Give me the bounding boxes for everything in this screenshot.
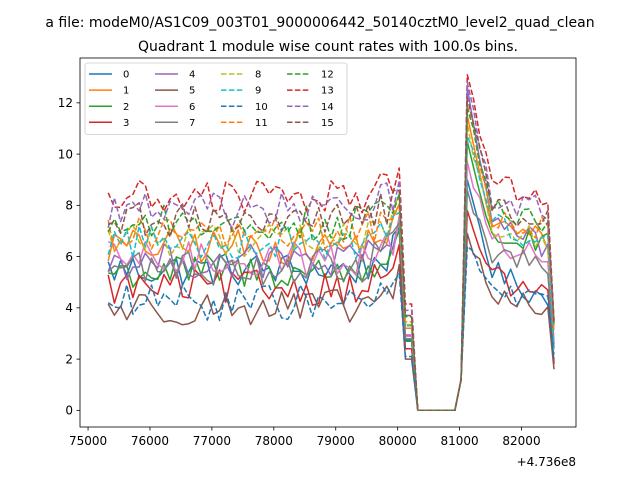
plot-frame	[79, 57, 577, 428]
legend-label-4: 4	[189, 70, 195, 81]
series-line-13	[107, 73, 555, 412]
series-line-11	[107, 104, 555, 412]
legend-label-11: 11	[255, 118, 268, 129]
series-line-12	[107, 107, 555, 412]
legend-label-2: 2	[123, 102, 129, 113]
legend-label-0: 0	[123, 70, 129, 81]
series-layer	[107, 73, 555, 412]
x-tick-label: 80000	[379, 434, 417, 448]
y-tick-label: 4	[65, 301, 73, 315]
legend-label-7: 7	[189, 118, 195, 129]
series-line-8	[107, 122, 555, 412]
x-tick-label: 77000	[193, 434, 231, 448]
series-line-14	[107, 81, 555, 412]
series-line-5	[107, 232, 555, 412]
x-tick-label: 81000	[440, 434, 478, 448]
axes-layer: 75000 76000 77000 78000 79000 80000 81000 82000…	[58, 57, 577, 448]
y-tick-label: 6	[65, 250, 73, 264]
series-line-3	[107, 209, 555, 412]
legend-label-13: 13	[321, 86, 334, 97]
legend-label-5: 5	[189, 86, 195, 97]
x-tick-label: 76000	[131, 434, 169, 448]
y-tick-label: 8	[65, 199, 73, 213]
chart-suptitle: a file: modeM0/AS1C09_003T01_9000006442_…	[45, 15, 594, 31]
legend-box	[84, 62, 348, 135]
x-tick-label: 82000	[502, 434, 540, 448]
series-line-7	[107, 189, 555, 412]
legend-label-12: 12	[321, 70, 334, 81]
legend-label-3: 3	[123, 118, 129, 129]
x-tick-label: 78000	[255, 434, 293, 448]
y-tick-label: 10	[58, 147, 73, 161]
y-tick-label: 0	[65, 404, 73, 418]
series-line-10	[107, 245, 555, 412]
legend-label-15: 15	[321, 118, 334, 129]
legend-label-14: 14	[321, 102, 334, 113]
x-tick-label: 79000	[317, 434, 355, 448]
legend-label-9: 9	[255, 86, 261, 97]
x-tick-label: 75000	[69, 434, 107, 448]
series-line-6	[107, 161, 555, 412]
legend-label-8: 8	[255, 70, 261, 81]
y-tick-label: 12	[58, 96, 73, 110]
x-axis-offset-label: +4.736e8	[517, 455, 576, 469]
series-line-15	[107, 96, 555, 412]
chart-title: Quadrant 1 module wise count rates with …	[138, 39, 518, 55]
legend-label-6: 6	[189, 102, 195, 113]
legend-label-1: 1	[123, 86, 129, 97]
y-tick-label: 2	[65, 352, 73, 366]
legend-label-10: 10	[255, 102, 268, 113]
